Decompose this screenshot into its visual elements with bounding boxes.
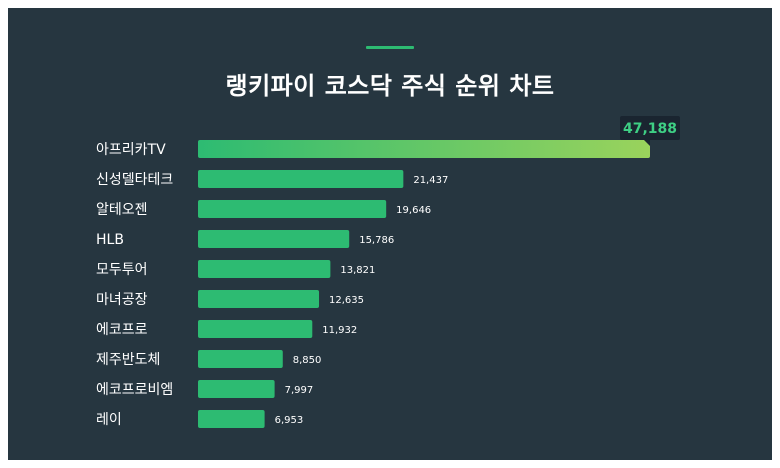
category-label: 레이 (96, 412, 122, 428)
category-label: HLB (96, 232, 124, 248)
value-label: 13,821 (340, 265, 375, 276)
value-label: 19,646 (396, 205, 431, 216)
callout-box (620, 116, 680, 140)
value-label: 7,997 (285, 385, 314, 396)
bar (198, 260, 331, 278)
category-label: 마녀공장 (96, 292, 148, 308)
bar (198, 290, 320, 308)
bars-group: 아프리카TV 47,188 신성델타테크 21,437 알테오젠 19,646 HLB 15,… (96, 116, 680, 428)
bar (198, 410, 265, 428)
value-label: 12,635 (329, 295, 364, 306)
bar (198, 350, 283, 368)
title-accent-line (366, 46, 414, 49)
category-label: 신성델타테크 (96, 172, 173, 188)
category-label: 에코프로비엠 (96, 382, 173, 398)
bar (198, 230, 350, 248)
value-label: 15,786 (359, 235, 394, 246)
category-label: 모두투어 (96, 262, 148, 278)
bar (198, 320, 313, 338)
chart-title: 랭키파이 코스닥 주식 순위 차트 (225, 72, 555, 100)
category-label: 알테오젠 (96, 202, 148, 218)
bar-chart: 아프리카TV 47,188 신성델타테크 21,437 알테오젠 19,646 HLB 15,… (96, 116, 680, 428)
value-label: 8,850 (293, 355, 322, 366)
bar (198, 170, 404, 188)
bar (198, 140, 650, 158)
chart-panel: 랭키파이 코스닥 주식 순위 차트 아프리카TV 47,188 신성델타테크 21,4… (8, 8, 772, 460)
value-label: 11,932 (322, 325, 357, 336)
value-label: 47,188 (623, 121, 677, 137)
value-label: 21,437 (413, 175, 448, 186)
callout-pointer (644, 140, 650, 146)
bar (198, 200, 387, 218)
bar (198, 380, 275, 398)
category-label: 제주반도체 (96, 352, 160, 368)
top-value-callout: 47,188 (620, 116, 680, 146)
category-label: 에코프로 (96, 322, 148, 338)
category-label: 아프리카TV (96, 142, 166, 158)
value-label: 6,953 (275, 415, 304, 426)
